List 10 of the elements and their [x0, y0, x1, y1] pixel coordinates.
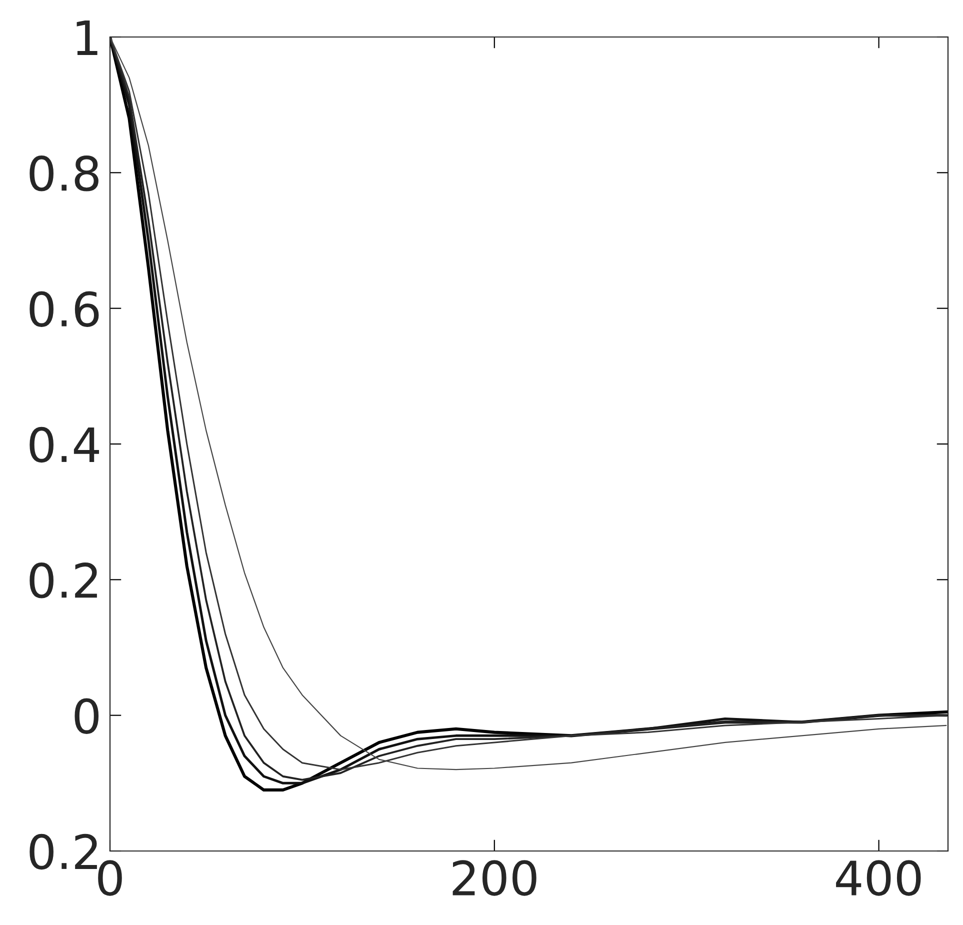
y-tick-label: 0.6 — [30, 291, 99, 327]
y-tick-label: 0.8 — [30, 156, 98, 192]
y-tick-label: 0.2 — [30, 562, 97, 598]
y-tick-label: 0.2 — [30, 834, 97, 870]
x-tick-label: 0 — [98, 860, 122, 896]
y-tick-label: 0.4 — [30, 426, 100, 463]
x-tick-label: 200 — [452, 860, 536, 896]
x-tick-label: 400 — [836, 860, 921, 896]
y-tick-label: 1 — [76, 20, 98, 55]
y-tick-label: 0 — [74, 698, 99, 734]
